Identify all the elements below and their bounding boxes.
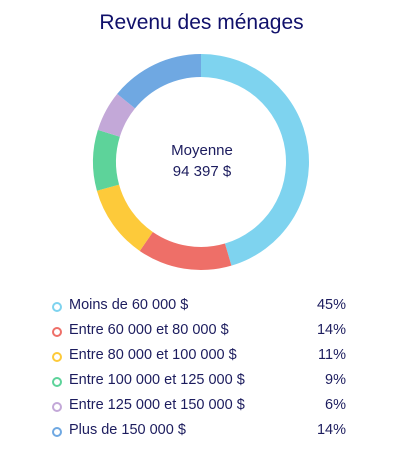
legend-label: Entre 100 000 et 125 000 $ xyxy=(69,372,245,388)
legend-marker xyxy=(52,402,62,412)
legend-percent: 14% xyxy=(316,422,346,438)
donut-chart xyxy=(92,54,309,271)
legend-percent: 45% xyxy=(316,297,346,313)
legend-item: Entre 60 000 et 80 000 $ 14% xyxy=(52,322,348,347)
donut-slice xyxy=(97,93,136,137)
donut-slice xyxy=(92,129,120,191)
legend-item: Entre 125 000 et 150 000 $ 6% xyxy=(52,397,348,422)
legend-label: Entre 125 000 et 150 000 $ xyxy=(69,397,245,413)
legend-label: Moins de 60 000 $ xyxy=(69,297,189,313)
legend-item: Entre 80 000 et 100 000 $ 11% xyxy=(52,347,348,372)
legend-percent: 6% xyxy=(325,397,346,413)
legend-label: Entre 80 000 et 100 000 $ xyxy=(69,347,237,363)
legend-marker xyxy=(52,302,62,312)
chart-legend: Moins de 60 000 $ 45% Entre 60 000 et 80… xyxy=(52,297,348,447)
donut-slice xyxy=(96,184,153,251)
legend-label: Plus de 150 000 $ xyxy=(69,422,186,438)
legend-percent: 9% xyxy=(325,372,346,388)
legend-item: Moins de 60 000 $ 45% xyxy=(52,297,348,322)
chart-title: Revenu des ménages xyxy=(99,11,304,34)
center-label-value: 94 397 $ xyxy=(172,163,232,180)
donut-slice xyxy=(201,54,309,266)
legend-item: Entre 100 000 et 125 000 $ 9% xyxy=(52,372,348,397)
legend-percent: 11% xyxy=(318,347,346,363)
legend-marker xyxy=(52,427,62,437)
legend-item: Plus de 150 000 $ 14% xyxy=(52,422,348,447)
donut-slice xyxy=(117,54,201,109)
legend-percent: 14% xyxy=(316,322,346,338)
legend-marker xyxy=(52,377,62,387)
center-label-title: Moyenne xyxy=(171,142,233,159)
legend-marker xyxy=(52,327,62,337)
legend-label: Entre 60 000 et 80 000 $ xyxy=(69,322,229,338)
legend-marker xyxy=(52,352,62,362)
donut-slices xyxy=(92,54,309,271)
donut-slice xyxy=(139,232,232,271)
